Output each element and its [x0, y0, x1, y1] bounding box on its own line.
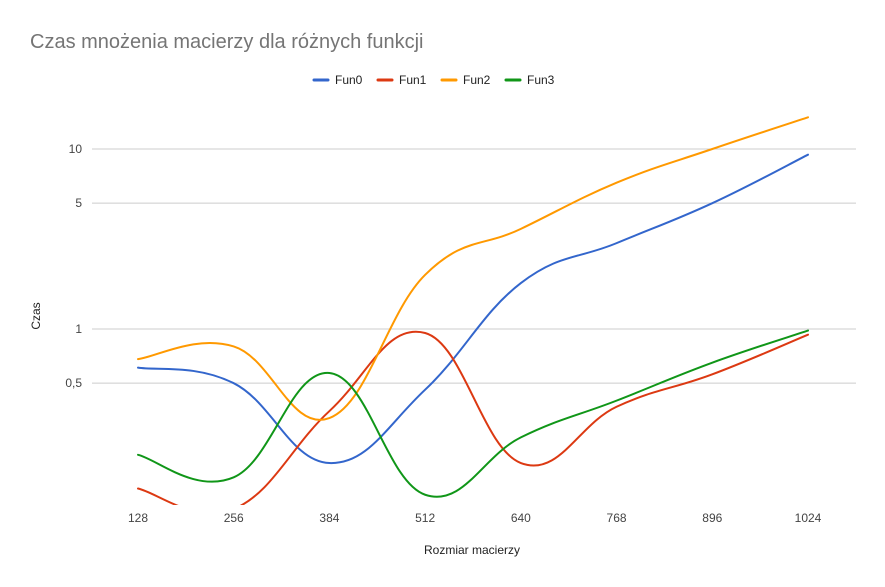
x-tick-label: 768: [607, 511, 627, 525]
series-line-fun0: [137, 153, 809, 465]
series-lines: [137, 116, 809, 505]
x-axis-ticks: 128 256 384 512 640 768 896 1024: [128, 511, 822, 525]
x-tick-label: 1024: [795, 511, 822, 525]
legend: Fun0 Fun1 Fun2 Fun3: [312, 73, 555, 87]
y-tick-label: 1: [75, 322, 82, 336]
legend-label: Fun0: [335, 73, 363, 87]
legend-item-fun1: Fun1: [376, 73, 427, 87]
legend-label: Fun3: [527, 73, 555, 87]
series-line-fun2: [137, 116, 809, 421]
x-tick-label: 256: [224, 511, 244, 525]
x-tick-label: 512: [415, 511, 435, 525]
legend-label: Fun1: [399, 73, 427, 87]
y-tick-label: 10: [69, 142, 83, 156]
y-axis-ticks: 0,5 1 5 10: [65, 142, 82, 390]
legend-item-fun2: Fun2: [440, 73, 491, 87]
x-tick-label: 896: [702, 511, 722, 525]
x-tick-label: 384: [319, 511, 339, 525]
legend-item-fun0: Fun0: [312, 73, 363, 87]
series-line-fun1: [137, 330, 809, 505]
gridlines: [92, 148, 856, 384]
y-axis-title: Czas: [29, 302, 43, 329]
series-line-fun3: [137, 329, 809, 498]
chart-title: Czas mnożenia macierzy dla różnych funkc…: [30, 31, 424, 53]
x-axis-title: Rozmiar macierzy: [424, 543, 520, 557]
x-tick-label: 128: [128, 511, 148, 525]
legend-label: Fun2: [463, 73, 491, 87]
legend-item-fun3: Fun3: [504, 73, 555, 87]
y-tick-label: 0,5: [65, 376, 82, 390]
x-tick-label: 640: [511, 511, 531, 525]
y-tick-label: 5: [75, 196, 82, 210]
